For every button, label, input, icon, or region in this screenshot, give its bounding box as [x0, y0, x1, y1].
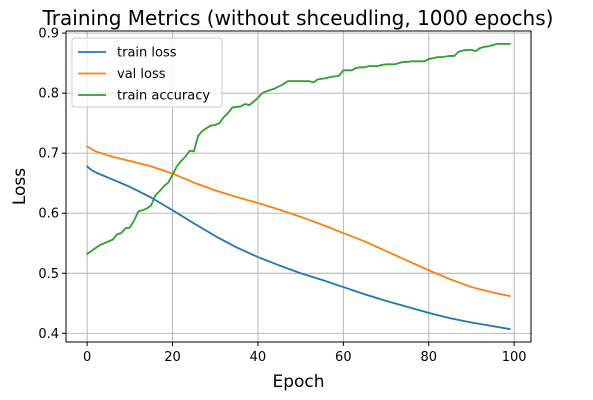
- y-axis-label: Loss: [10, 168, 30, 205]
- x-tick-label: 20: [164, 350, 181, 365]
- legend-label-val-loss: val loss: [117, 67, 166, 82]
- y-tick-label: 0.9: [38, 27, 59, 42]
- y-axis-ticks: 0.4 0.5 0.6 0.7 0.8 0.9: [38, 27, 66, 342]
- x-tick-label: 100: [502, 350, 527, 365]
- y-tick-label: 0.5: [38, 267, 59, 282]
- y-tick-label: 0.8: [38, 87, 59, 102]
- x-axis-ticks: 0 20 40 60 80 100: [83, 342, 527, 365]
- series-line-val-loss: [86, 145, 511, 297]
- legend-box: [71, 37, 223, 108]
- y-tick-label: 0.4: [38, 327, 59, 342]
- y-tick-label: 0.7: [38, 147, 59, 162]
- series-line-train-accuracy: [86, 43, 511, 255]
- y-tick-label: 0.6: [38, 207, 59, 222]
- legend-label-train-loss: train loss: [117, 46, 177, 61]
- series-line-train-loss: [86, 165, 511, 330]
- grid-lines: [66, 31, 531, 342]
- legend: train loss val loss train accuracy: [71, 37, 223, 108]
- plot-frame: [65, 30, 532, 343]
- x-tick-label: 60: [335, 350, 352, 365]
- data-series: [86, 43, 511, 330]
- legend-label-train-accuracy: train accuracy: [117, 89, 210, 104]
- x-axis-label: Epoch: [272, 372, 324, 392]
- x-tick-label: 0: [83, 350, 91, 365]
- chart-title: Training Metrics (without shceudling, 10…: [42, 6, 554, 30]
- x-tick-label: 40: [250, 350, 267, 365]
- x-tick-label: 80: [420, 350, 437, 365]
